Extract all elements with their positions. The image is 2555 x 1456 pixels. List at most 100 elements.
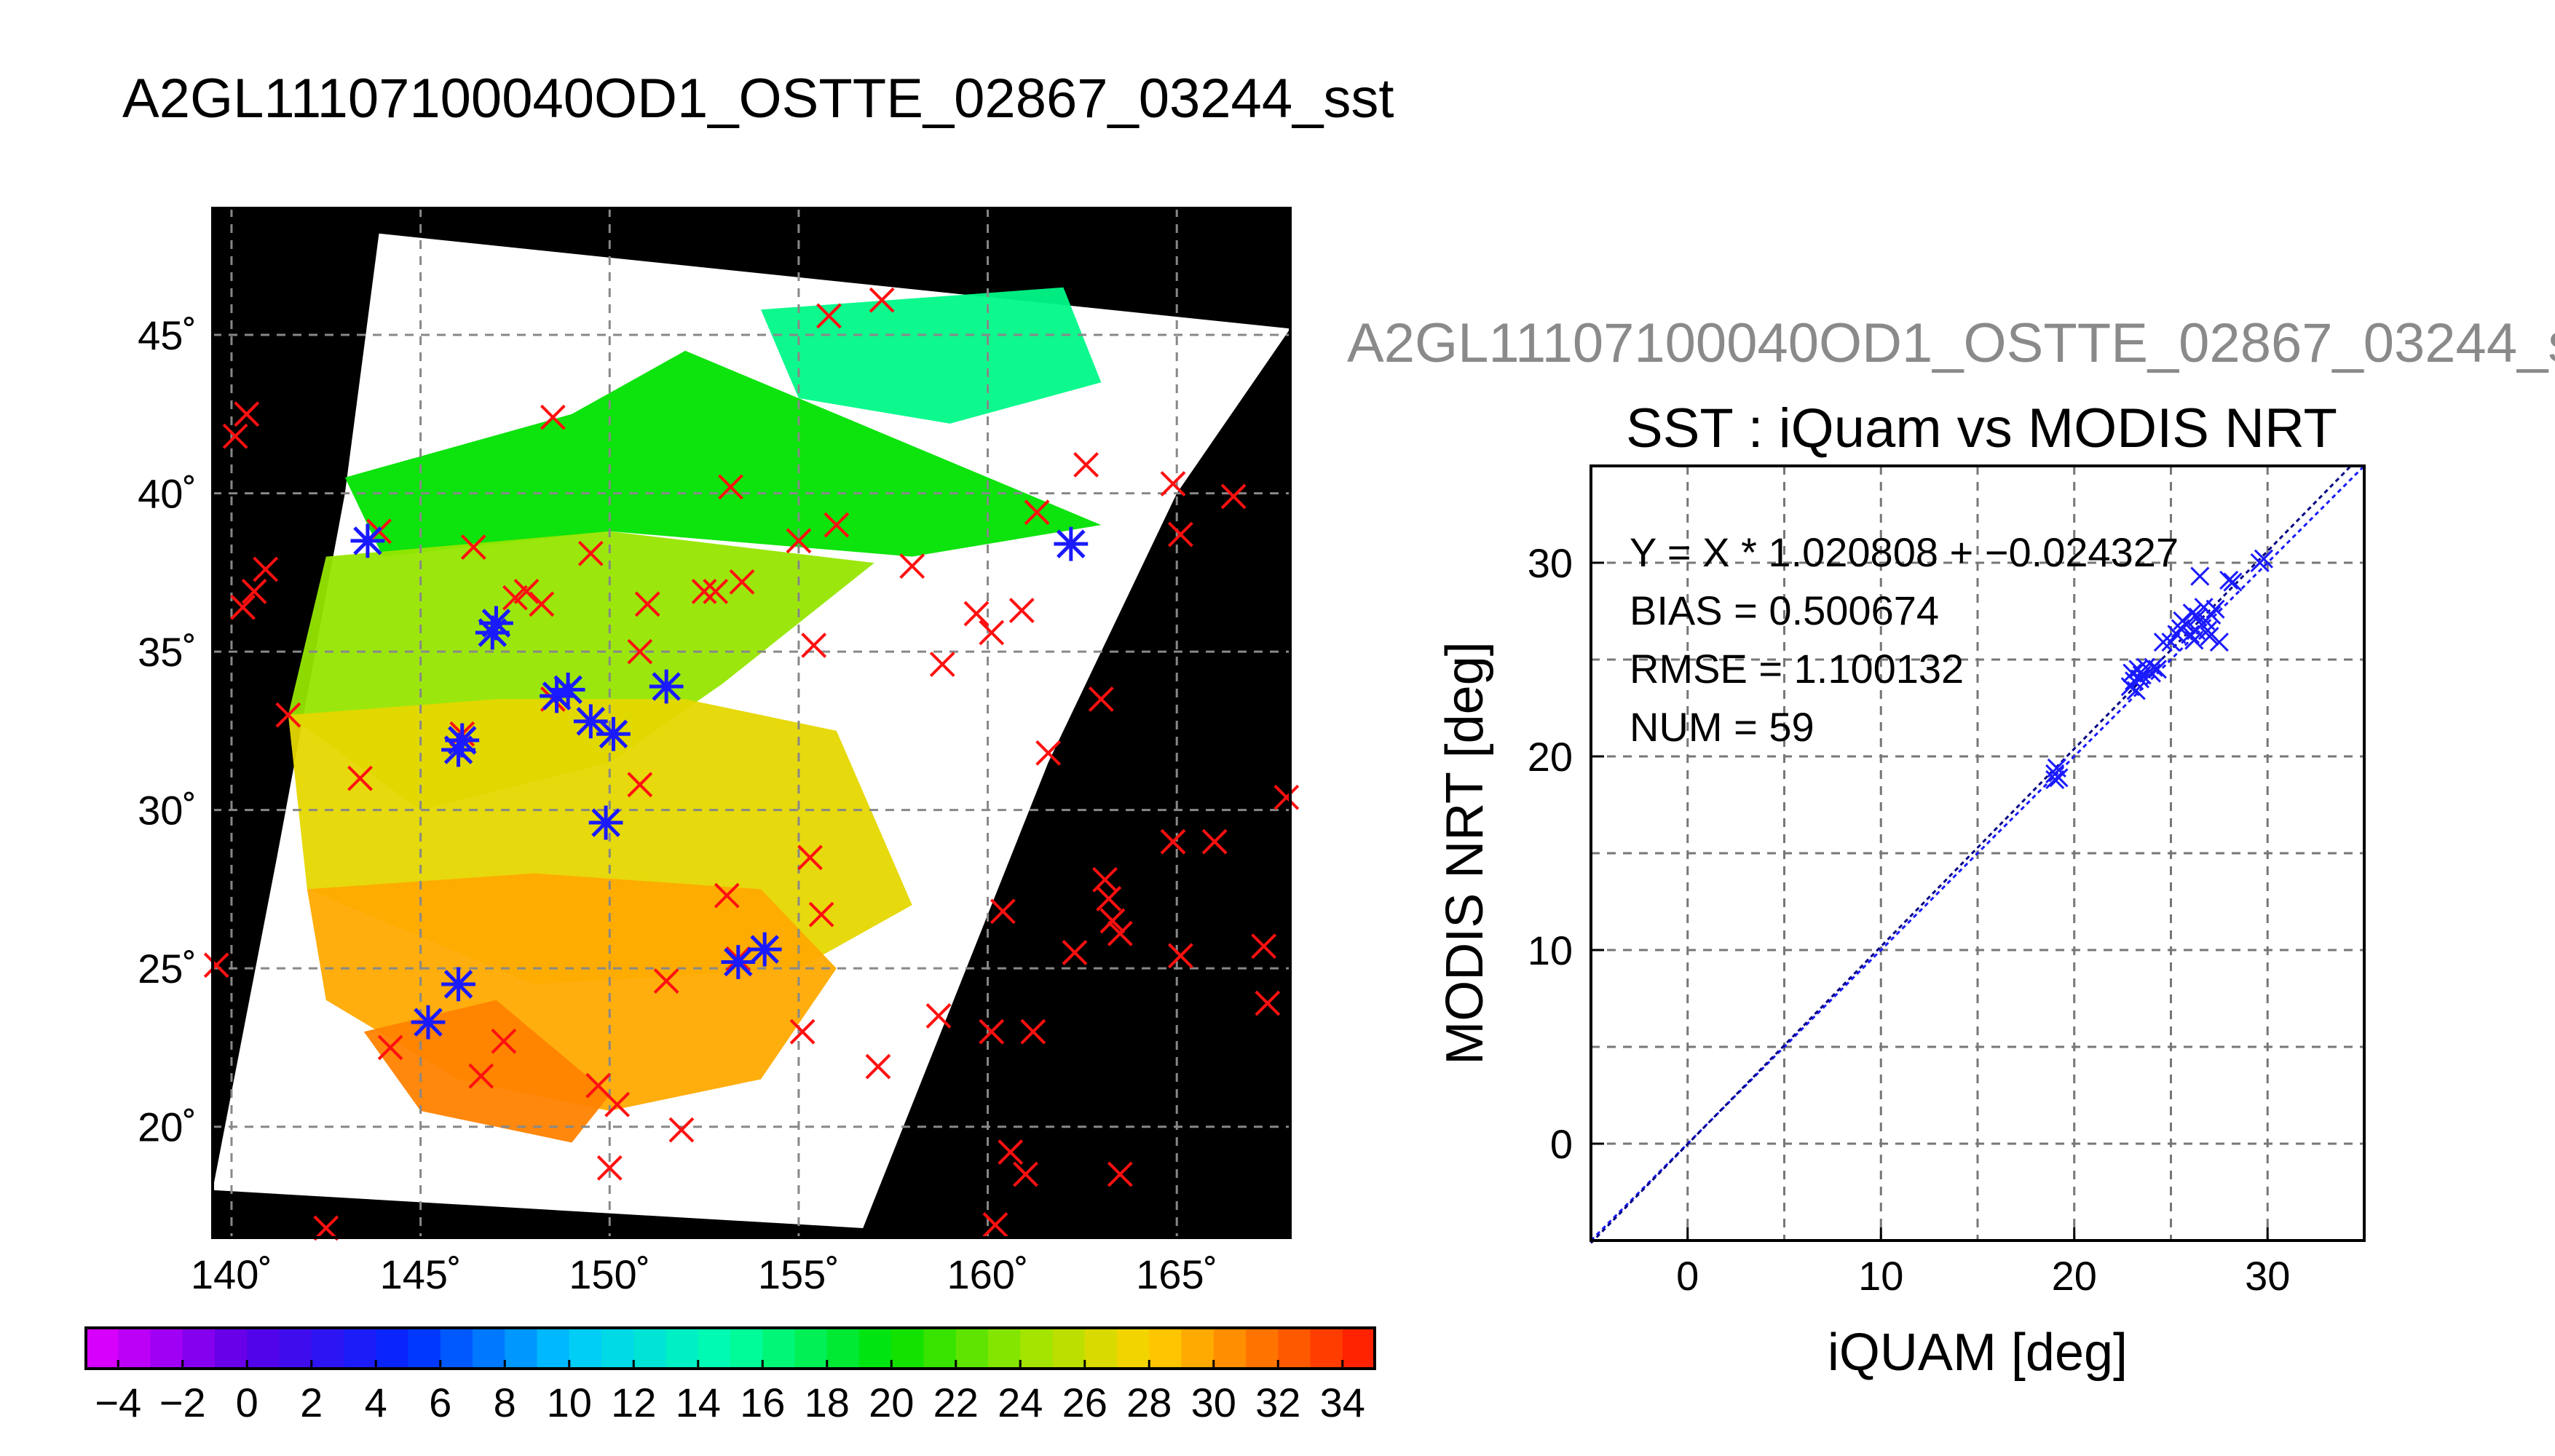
- iquam-point: [604, 1091, 631, 1117]
- iquam-point: [1107, 1161, 1133, 1187]
- scatter-point: [2153, 632, 2173, 652]
- colorbar-segment: [666, 1328, 699, 1369]
- scatter-point: [2045, 769, 2065, 789]
- colorbar-segment: [633, 1328, 667, 1369]
- iquam-point: [982, 1212, 1008, 1238]
- colorbar-segment: [344, 1328, 377, 1369]
- colorbar-segment: [182, 1328, 216, 1369]
- colorbar-segment: [247, 1328, 280, 1369]
- scatter-y-tick-label: 20: [1528, 734, 1573, 780]
- stats-rmse: RMSE = 1.100132: [1630, 646, 1964, 692]
- scatter-point: [2184, 630, 2204, 650]
- colorbar-frame: [84, 1326, 1376, 1370]
- colorbar-segment: [1342, 1328, 1375, 1369]
- iquam-point: [1220, 483, 1247, 510]
- iquam-point: [1255, 990, 1281, 1016]
- map-y-tick-label: 35˚: [138, 629, 197, 675]
- colorbar-tick-label: 4: [365, 1380, 387, 1425]
- scatter-point: [2126, 681, 2146, 700]
- scatter-grid: [1591, 466, 2364, 1241]
- matchup-point: [747, 932, 782, 967]
- stats-bias: BIAS = 0.500674: [1630, 587, 1939, 633]
- colorbar-segment: [730, 1328, 764, 1369]
- colorbar-segment: [762, 1328, 796, 1369]
- iquam-point: [929, 652, 955, 677]
- scatter-point: [2144, 657, 2163, 677]
- colorbar-segment: [988, 1328, 1022, 1369]
- colorbar-tick-label: 20: [869, 1380, 914, 1425]
- matchup-point: [596, 716, 631, 751]
- iquam-point: [577, 540, 604, 566]
- colorbar-segment: [440, 1328, 473, 1369]
- colorbar-segment: [698, 1328, 731, 1369]
- iquam-point: [729, 569, 755, 595]
- iquam-point: [313, 1215, 339, 1241]
- scatter-point: [2209, 632, 2229, 652]
- matchup-point: [649, 669, 684, 704]
- colorbar-tick-label: −2: [159, 1380, 206, 1425]
- iquam-point: [1096, 886, 1122, 911]
- iquam-point: [1035, 740, 1062, 766]
- colorbar-segment: [1278, 1328, 1311, 1369]
- colorbar-tick-label: 14: [676, 1380, 721, 1425]
- map-frame: [211, 207, 1292, 1239]
- iquam-point: [1273, 784, 1300, 810]
- colorbar-segment: [505, 1328, 538, 1369]
- colorbar-tick-label: 0: [236, 1380, 258, 1425]
- map-x-tick-label: 140˚: [191, 1251, 272, 1297]
- scatter-point: [2147, 660, 2167, 679]
- matchup-point: [588, 805, 623, 840]
- colorbar-segment: [859, 1328, 893, 1369]
- sst-region-green-north: [344, 350, 1102, 557]
- regression-line: [1590, 464, 2352, 1244]
- iquam-point: [253, 556, 279, 582]
- matchup-point: [445, 723, 480, 758]
- iquam-point: [797, 844, 823, 871]
- map-grid: [213, 208, 1290, 1238]
- iquam-point: [1107, 920, 1133, 946]
- iquam-point: [703, 579, 729, 604]
- scatter-y-tick-label: 10: [1528, 927, 1573, 973]
- colorbar-segment: [537, 1328, 570, 1369]
- iquam-point: [1201, 828, 1228, 855]
- scatter-file-label: A2GL11107100040OD1_OSTTE_02867_03244_sst: [1347, 312, 2555, 374]
- main-title: A2GL11107100040OD1_OSTTE_02867_03244_sst: [122, 68, 1394, 130]
- colorbar-tick-label: 16: [740, 1380, 785, 1425]
- scatter-y-tick-label: 30: [1528, 540, 1573, 586]
- colorbar-segment: [826, 1328, 860, 1369]
- matchup-point: [721, 945, 756, 979]
- colorbar-segment: [1246, 1328, 1279, 1369]
- iquam-point: [460, 534, 486, 560]
- iquam-point: [234, 401, 260, 427]
- iquam-point: [377, 1034, 403, 1061]
- scatter-point: [2223, 572, 2243, 592]
- colorbar-segment: [473, 1328, 506, 1369]
- iquam-point: [596, 1155, 623, 1181]
- colorbar-tick-label: 6: [429, 1380, 451, 1425]
- colorbar-segment: [1052, 1328, 1086, 1369]
- scatter-point: [2196, 611, 2216, 630]
- scatter-point: [2141, 663, 2162, 683]
- iquam-point: [1167, 943, 1193, 969]
- scatter-point: [2205, 599, 2225, 619]
- map-x-tick-label: 155˚: [758, 1251, 840, 1297]
- one-to-one-line: [1590, 464, 2366, 1242]
- colorbar-segment: [279, 1328, 312, 1369]
- iquam-point: [979, 620, 1005, 646]
- iquam-point: [786, 528, 812, 554]
- iquam-point: [691, 579, 717, 604]
- iquam-point: [627, 772, 653, 798]
- map-y-tick-label: 25˚: [138, 946, 197, 992]
- iquam-point: [1008, 598, 1035, 623]
- colorbar-segment: [311, 1328, 344, 1369]
- matchup-point: [350, 523, 385, 558]
- colorbar-tick-label: −4: [95, 1380, 141, 1425]
- iquam-point: [869, 287, 895, 313]
- iquam-point: [1160, 828, 1186, 855]
- iquam-point: [627, 638, 653, 665]
- iquam-point: [963, 601, 990, 627]
- iquam-point: [1160, 471, 1186, 496]
- colorbar-segment: [408, 1328, 441, 1369]
- scatter-frame: [1590, 464, 2366, 1242]
